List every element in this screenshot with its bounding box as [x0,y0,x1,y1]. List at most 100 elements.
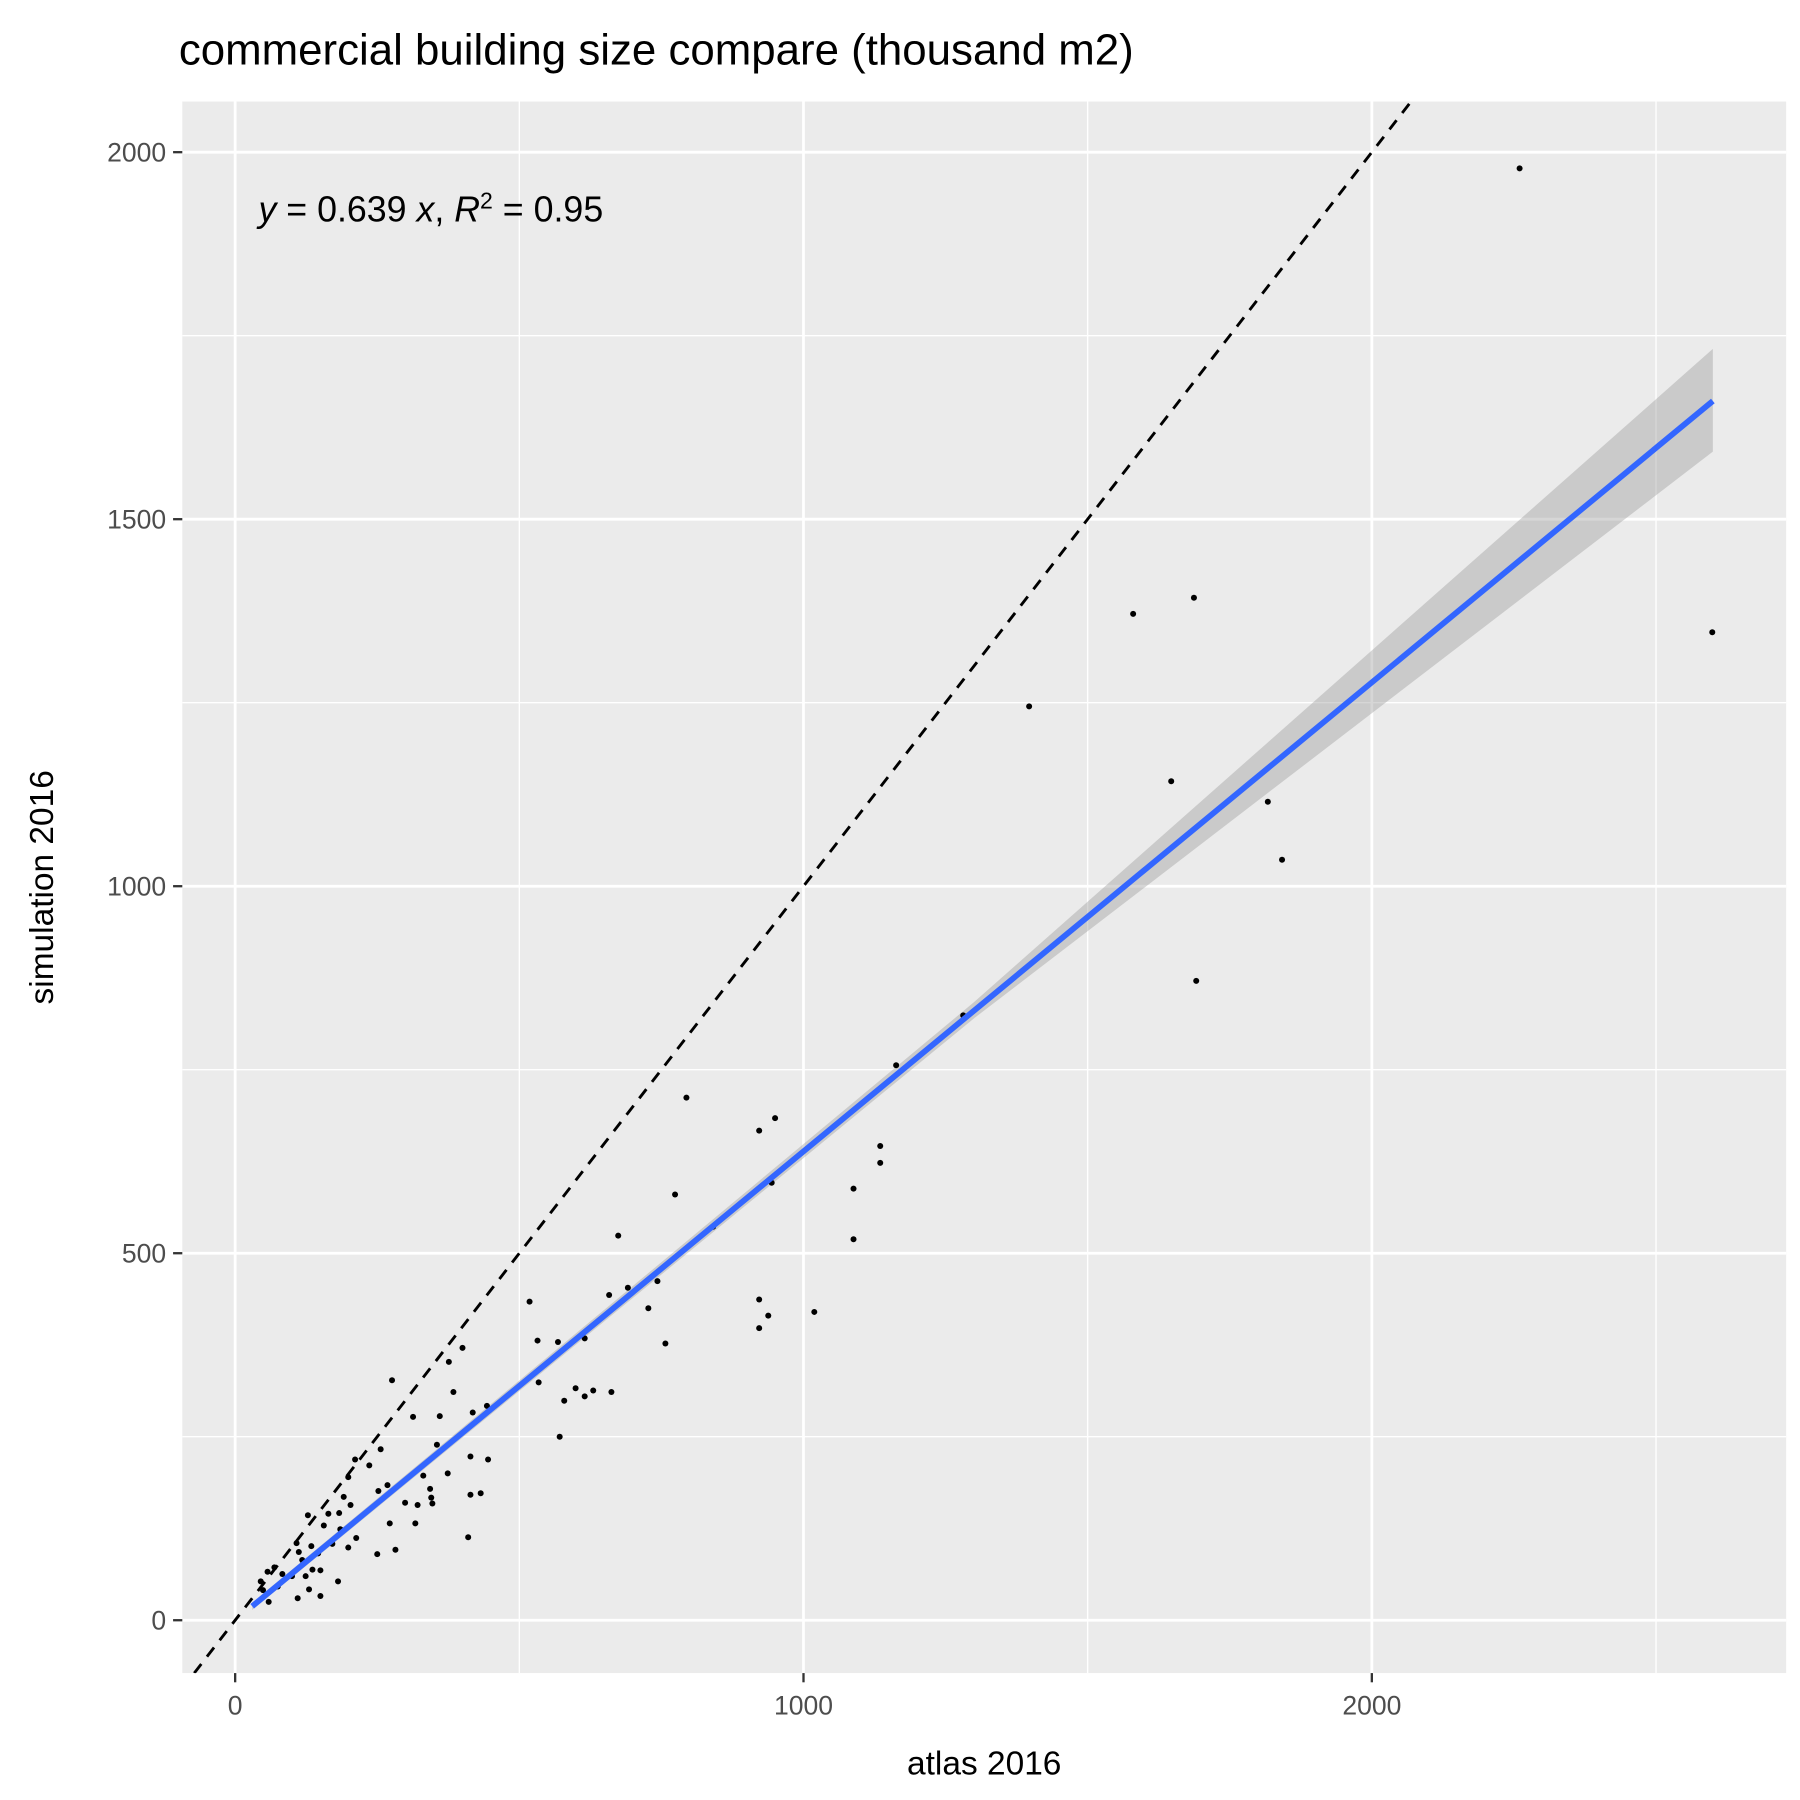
point [264,1568,271,1575]
point [294,1595,301,1602]
point [1026,703,1033,710]
point [279,1570,286,1577]
point [347,1501,354,1508]
chart-title: commercial building size compare (thousa… [179,26,1134,75]
y-tick-label: 500 [122,1238,166,1268]
point [1190,594,1197,601]
point [317,1593,324,1600]
point [877,1143,884,1150]
point [459,1344,466,1351]
point [581,1393,588,1400]
point [428,1494,435,1501]
point [1264,798,1271,805]
point [386,1520,393,1527]
annotation-part: x [414,190,435,230]
point [672,1191,679,1198]
point [645,1305,652,1312]
point [325,1510,332,1517]
x-tick-label: 1000 [774,1691,833,1721]
point [353,1535,360,1542]
point [877,1159,884,1166]
point [554,1339,561,1346]
point [467,1491,474,1498]
point [450,1388,457,1395]
point [1516,165,1523,172]
point [414,1501,421,1508]
point [526,1298,533,1305]
point [756,1325,763,1332]
point [556,1433,563,1440]
point [302,1573,309,1580]
annotation-part: , [434,190,454,230]
point [1279,856,1286,863]
point [335,1578,342,1585]
point [384,1482,391,1489]
point [850,1236,857,1243]
point [340,1493,347,1500]
point [377,1446,384,1453]
point [772,1115,779,1122]
point [433,1441,440,1448]
point [445,1358,452,1365]
point [1193,977,1200,984]
point [293,1540,300,1547]
point [485,1456,492,1463]
point [427,1485,434,1492]
point [374,1551,381,1558]
point [412,1520,419,1527]
y-axis-title: simulation 2016 [24,770,61,1004]
y-tick-label: 1500 [107,504,166,534]
point [336,1510,343,1517]
point [534,1337,541,1344]
point [429,1500,436,1507]
point [375,1488,382,1495]
point [436,1413,443,1420]
point [1168,778,1175,785]
point [309,1566,316,1573]
point [608,1388,615,1395]
point [257,1578,264,1585]
point [345,1474,352,1481]
point [308,1543,315,1550]
point [320,1522,327,1529]
point [467,1453,474,1460]
point [850,1185,857,1192]
point [683,1094,690,1101]
point [306,1586,313,1593]
x-tick-label: 0 [228,1691,243,1721]
point [317,1567,324,1574]
point [420,1472,427,1479]
point [366,1462,373,1469]
point [352,1456,359,1463]
point [444,1470,451,1477]
point [389,1377,396,1384]
x-axis-title: atlas 2016 [907,1746,1061,1783]
point [535,1379,542,1386]
point [590,1387,597,1394]
point [572,1385,579,1392]
point [304,1512,311,1519]
point [1130,610,1137,617]
point [893,1062,900,1069]
point [392,1546,399,1553]
point [765,1312,772,1319]
point [756,1296,763,1303]
point [260,1587,267,1594]
point [756,1127,763,1134]
point [345,1544,352,1551]
point [271,1564,278,1571]
point [469,1409,476,1416]
point [561,1397,568,1404]
annotation-part: = 0.95 [493,190,603,230]
point [811,1308,818,1315]
y-tick-label: 1000 [107,871,166,901]
point [606,1292,613,1299]
y-tick-label: 0 [151,1605,166,1635]
annotation-part: R [454,190,480,230]
annotation-part: = 0.639 [276,190,416,230]
point [465,1534,472,1541]
point [1709,629,1716,636]
point [410,1413,417,1420]
